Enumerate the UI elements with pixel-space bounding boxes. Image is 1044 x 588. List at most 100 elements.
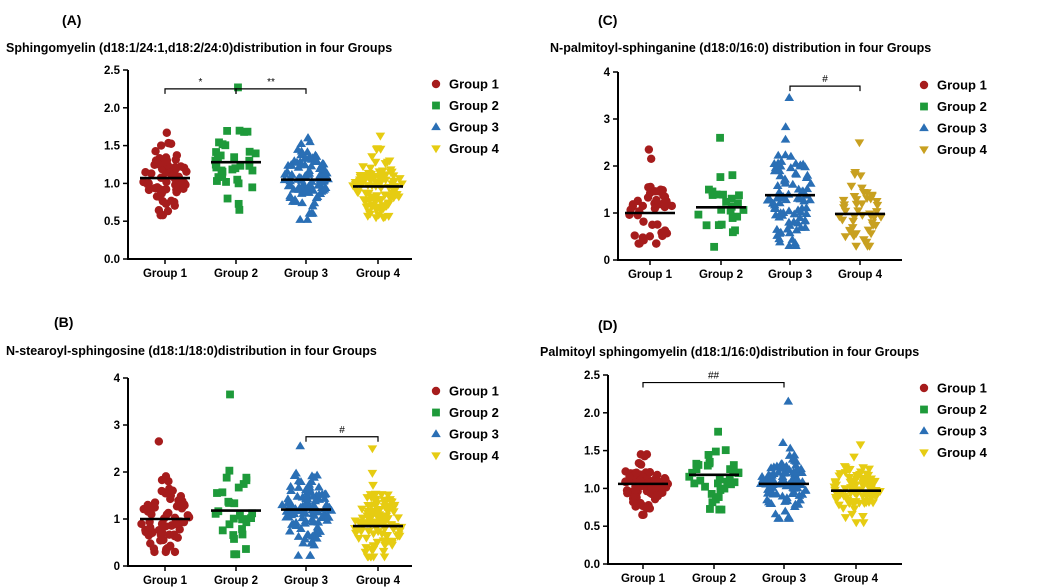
data-point (144, 531, 154, 540)
data-point (232, 550, 241, 559)
data-point (281, 512, 291, 521)
data-point (726, 465, 735, 474)
data-point (831, 496, 842, 505)
x-tick-label: Group 2 (214, 575, 258, 587)
data-point (314, 489, 324, 498)
chart-title-d: Palmitoyl sphingomyelin (d18:1/16:0)dist… (540, 345, 919, 359)
data-point (314, 482, 324, 491)
bracket-line (642, 381, 785, 388)
data-point (703, 461, 712, 470)
data-point (720, 484, 729, 493)
data-point (223, 194, 232, 203)
data-point (212, 163, 221, 172)
data-point (285, 481, 296, 490)
data-point (358, 163, 368, 172)
data-point (157, 486, 166, 496)
legend-label: Group 2 (449, 98, 499, 113)
data-point (286, 486, 296, 495)
data-point (851, 481, 861, 490)
significance-bracket: # (305, 425, 379, 442)
data-point (800, 485, 810, 494)
y-tick-label: 0.0 (584, 559, 600, 571)
data-point (293, 144, 303, 153)
significance-label: ## (708, 371, 720, 382)
data-point (731, 226, 739, 235)
data-point (714, 427, 722, 436)
legend-marker (919, 80, 929, 90)
x-tick-label: Group 3 (284, 575, 328, 587)
x-tick-label: Group 4 (356, 575, 401, 587)
data-point (850, 171, 860, 180)
data-point (229, 531, 238, 539)
data-point (763, 484, 773, 493)
legend-marker (431, 145, 441, 154)
data-point (222, 178, 230, 186)
data-point (784, 206, 794, 215)
data-point (834, 472, 845, 481)
data-point (792, 483, 803, 492)
legend-label: Group 4 (449, 141, 500, 156)
legend-marker (920, 405, 928, 414)
data-point (225, 466, 234, 475)
data-point (779, 468, 789, 477)
panel-label-c: (C) (598, 12, 617, 28)
data-point (236, 511, 244, 520)
legend-label: Group 1 (937, 78, 987, 93)
data-point (775, 171, 786, 180)
x-tick-label: Group 1 (143, 575, 188, 587)
legend-label: Group 3 (937, 424, 987, 439)
y-tick-label: 1.5 (104, 141, 121, 153)
data-point (782, 496, 793, 505)
data-point (628, 497, 638, 507)
legend-label: Group 2 (937, 99, 987, 114)
data-point (370, 158, 381, 167)
data-point (871, 208, 882, 217)
data-point (365, 491, 376, 500)
data-point (764, 193, 775, 202)
data-point (230, 499, 239, 508)
data-point (797, 468, 807, 476)
data-point (704, 451, 713, 459)
data-point (625, 472, 634, 481)
data-point (716, 486, 725, 494)
panel-a: (A) Sphingomyelin (d18:1/24:1,d18:2/24:0)… (6, 12, 500, 280)
data-point (768, 489, 779, 498)
data-point (840, 469, 851, 478)
data-point (728, 214, 737, 222)
data-point (378, 547, 389, 556)
data-point (371, 146, 382, 155)
data-point (218, 140, 227, 149)
legend-c: Group 1 Group 2 Group 3 Group 4 (919, 78, 988, 157)
data-point (370, 172, 380, 181)
data-point (849, 213, 860, 222)
data-point (634, 458, 644, 468)
data-point (313, 507, 324, 516)
data-point (386, 192, 396, 201)
data-point (846, 478, 857, 487)
data-point (830, 479, 841, 488)
data-point (162, 177, 171, 187)
data-point (304, 208, 315, 217)
data-point (829, 483, 840, 492)
data-point (293, 550, 304, 559)
data-point (861, 492, 871, 501)
data-point (154, 437, 164, 446)
data-point (788, 179, 798, 188)
data-point (298, 508, 309, 517)
data-point (235, 205, 244, 214)
panel-label-b: (B) (54, 314, 73, 330)
data-point (787, 234, 798, 243)
data-point (685, 472, 694, 481)
data-point (178, 178, 187, 187)
y-tick-label: 1.0 (104, 178, 120, 190)
data-point (383, 200, 394, 209)
data-point (212, 148, 220, 156)
data-point (662, 196, 671, 206)
data-point (309, 500, 319, 509)
data-point (864, 465, 874, 474)
data-point (862, 189, 872, 198)
data-point (150, 503, 159, 512)
data-point (780, 178, 791, 187)
x-tick-label: Group 2 (692, 573, 736, 585)
data-point (364, 508, 374, 517)
